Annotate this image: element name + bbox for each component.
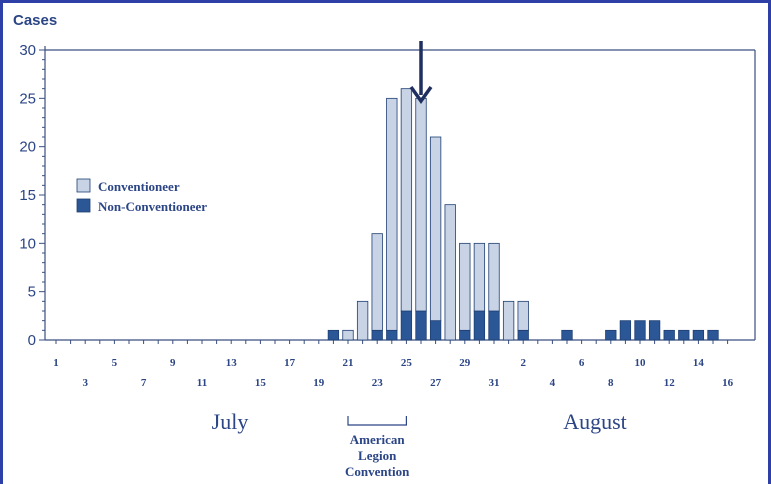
x-tick-label: 25	[401, 357, 413, 369]
bar-non-conventioneer	[678, 329, 690, 341]
x-tick-label: 27	[430, 377, 442, 389]
bar-non-conventioneer	[327, 329, 340, 341]
bar-conventioneer	[371, 233, 383, 331]
bar-non-conventioneer	[429, 320, 442, 341]
bar-conventioneer	[473, 242, 486, 312]
bar-non-conventioneer	[707, 329, 719, 341]
x-tick-label: 8	[608, 377, 614, 389]
x-tick-label: 16	[722, 377, 734, 389]
month-label-august: August	[563, 409, 627, 434]
x-tick-label: 10	[635, 357, 647, 369]
bar-non-conventioneer	[517, 329, 529, 341]
x-tick-label: 13	[226, 357, 238, 369]
bar-conventioneer	[415, 97, 427, 312]
y-tick-label: 30	[19, 42, 36, 59]
x-tick-label: 7	[141, 377, 147, 389]
arrow-head	[409, 85, 433, 105]
bar-conventioneer	[386, 97, 398, 331]
x-tick-label: 1	[53, 357, 59, 369]
y-tick-labels: 0 5 10 15 20 25 30	[19, 42, 36, 349]
legend-swatch-conventioneer	[76, 178, 91, 193]
x-tick-label: 19	[313, 377, 325, 389]
bars	[327, 88, 719, 341]
legend-swatch-non-conventioneer	[76, 198, 91, 213]
x-tick-label: 14	[693, 357, 705, 369]
x-tick-label: 21	[343, 357, 354, 369]
y-tick-label: 5	[28, 284, 36, 301]
convention-label-line: Convention	[345, 464, 410, 479]
x-tick-label: 9	[170, 357, 176, 369]
bar-non-conventioneer	[561, 329, 573, 341]
bar-conventioneer	[429, 136, 442, 322]
bar-conventioneer	[356, 300, 369, 341]
legend: Conventioneer Non-Conventioneer	[76, 178, 207, 214]
bar-non-conventioneer	[488, 310, 500, 341]
y-tick-label: 25	[19, 90, 36, 107]
x-tick-label: 31	[489, 377, 500, 389]
x-tick-label: 4	[550, 377, 556, 389]
bar-non-conventioneer	[459, 329, 471, 341]
x-tick-label: 12	[664, 377, 676, 389]
x-tick-label: 11	[197, 377, 207, 389]
x-tick-label: 6	[579, 357, 585, 369]
bar-conventioneer	[517, 300, 529, 331]
x-tick-label: 23	[372, 377, 384, 389]
x-tick-label: 29	[459, 357, 471, 369]
bar-non-conventioneer	[371, 329, 383, 341]
bar-non-conventioneer	[634, 320, 646, 341]
y-tick-label: 15	[19, 187, 36, 204]
bar-conventioneer	[400, 88, 413, 312]
bar-conventioneer	[342, 329, 354, 341]
bar-non-conventioneer	[648, 320, 661, 341]
legend-label-non-conventioneer: Non-Conventioneer	[98, 199, 207, 214]
bar-conventioneer	[502, 300, 515, 341]
x-tick-label: 15	[255, 377, 267, 389]
bar-non-conventioneer	[605, 329, 617, 341]
bar-conventioneer	[444, 204, 456, 341]
bar-non-conventioneer	[386, 329, 398, 341]
x-tick-label: 3	[82, 377, 88, 389]
convention-label-line: Legion	[358, 448, 397, 463]
legend-label-conventioneer: Conventioneer	[98, 179, 180, 194]
epidemic-curve-chart: Cases 1 5 9 13 17 21 25 29 2 6 10 143 7 11 15 19 23 27 31 4…	[13, 12, 756, 479]
bar-non-conventioneer	[619, 320, 632, 341]
x-tick-label: 5	[112, 357, 118, 369]
bar-non-conventioneer	[692, 329, 705, 341]
bar-conventioneer	[488, 242, 500, 312]
y-tick-label: 0	[28, 332, 36, 349]
x-tick-labels: 1 5 9 13 17 21 25 29 2 6 10 143 7 11 15 19 23 27 31 4 8 12 16J…	[53, 357, 733, 434]
bar-non-conventioneer	[473, 310, 486, 341]
convention-label-line: American	[350, 432, 406, 447]
y-tick-label: 20	[19, 139, 36, 156]
x-tick-label: 2	[520, 357, 526, 369]
bar-non-conventioneer	[400, 310, 413, 341]
month-label-july: July	[212, 409, 249, 434]
y-tick-label: 10	[19, 235, 36, 252]
bar-non-conventioneer	[663, 329, 675, 341]
bar-non-conventioneer	[415, 310, 427, 341]
bar-conventioneer	[459, 242, 471, 331]
x-tick-label: 17	[284, 357, 296, 369]
y-axis-title: Cases	[13, 12, 57, 29]
convention-bracket	[347, 416, 407, 426]
